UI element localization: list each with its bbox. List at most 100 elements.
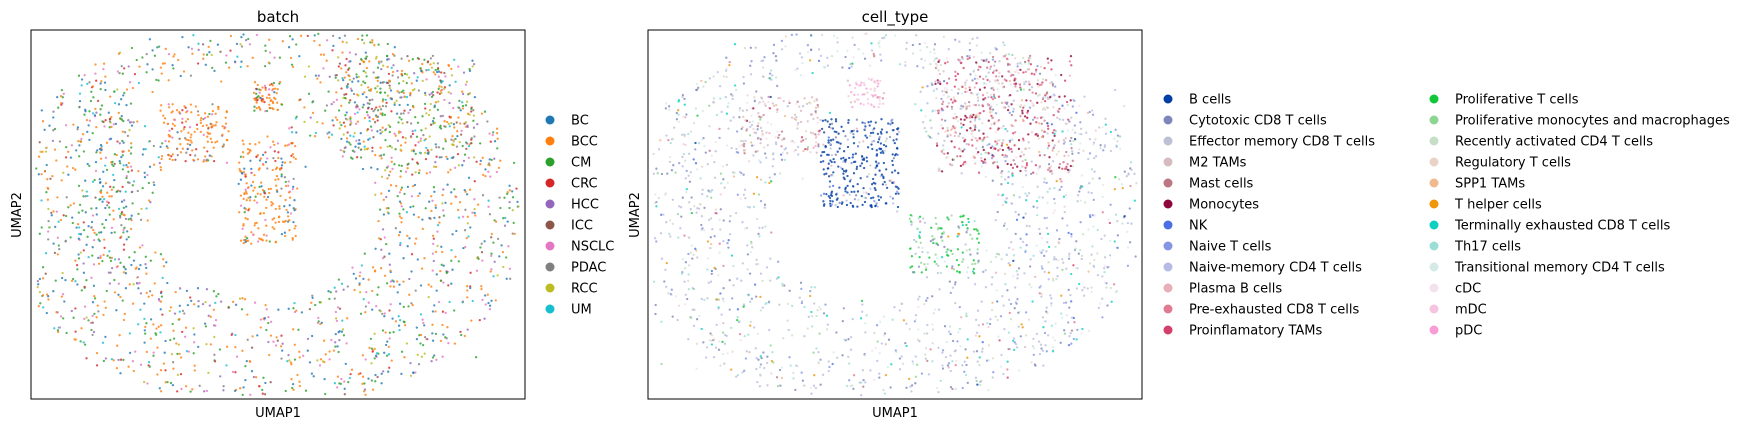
- batch-point: [454, 255, 457, 258]
- batch-point: [98, 231, 101, 234]
- cell-type-point: [816, 103, 819, 107]
- batch-point: [253, 173, 256, 177]
- cell-type-point: [873, 89, 876, 93]
- batch-point: [381, 329, 385, 332]
- cell-type-point: [1109, 130, 1113, 134]
- batch-point: [161, 62, 165, 65]
- batch-point: [338, 62, 342, 65]
- cell-type-point: [742, 115, 745, 119]
- cell-type-point: [660, 320, 663, 323]
- cell-type-point: [712, 96, 715, 100]
- cell-type-point: [1029, 63, 1033, 66]
- cell-type-point: [842, 169, 846, 173]
- cell-type-point: [1027, 192, 1031, 195]
- batch-point: [386, 211, 389, 214]
- batch-point: [280, 157, 283, 160]
- batch-point: [458, 140, 461, 144]
- cell-type-point: [814, 110, 817, 113]
- batch-point: [498, 196, 501, 199]
- batch-point: [426, 60, 430, 63]
- cell-type-point: [846, 145, 850, 149]
- batch-point: [151, 49, 154, 52]
- cell-type-point: [768, 77, 772, 80]
- cell-type-point: [816, 121, 819, 124]
- batch-point: [266, 157, 269, 160]
- cell-type-point: [859, 102, 862, 105]
- batch-point: [400, 186, 404, 189]
- batch-point: [353, 131, 356, 135]
- batch-point: [78, 99, 82, 103]
- cell-type-point: [998, 71, 1001, 75]
- cell-type-point: [759, 272, 763, 275]
- cell-type-point: [1071, 128, 1074, 132]
- batch-point: [103, 300, 106, 303]
- batch-point: [99, 87, 102, 91]
- batch-point: [304, 389, 308, 392]
- cell-type-point: [808, 294, 812, 298]
- batch-point: [361, 34, 364, 37]
- batch-point: [411, 130, 414, 133]
- cell-type-point: [1005, 79, 1008, 82]
- cell-type-point: [724, 95, 727, 99]
- batch-point: [105, 200, 109, 203]
- cell-type-point: [695, 82, 699, 86]
- cell-type-point: [797, 121, 800, 125]
- cell-type-point: [880, 342, 883, 345]
- batch-point: [255, 33, 259, 37]
- batch-point: [378, 105, 381, 108]
- batch-point: [407, 59, 411, 62]
- batch-point: [386, 58, 389, 61]
- batch-point: [128, 351, 132, 355]
- batch-point: [340, 67, 343, 70]
- batch-point: [343, 387, 346, 390]
- cell-type-point: [973, 118, 977, 121]
- batch-point: [121, 139, 124, 143]
- cell-type-point: [871, 140, 874, 143]
- batch-point: [112, 123, 116, 126]
- cell-type-point: [980, 138, 983, 141]
- batch-point: [464, 121, 468, 124]
- batch-point: [178, 352, 181, 356]
- cell-type-point: [763, 366, 766, 370]
- batch-point: [184, 385, 188, 388]
- cell-type-point: [761, 306, 764, 309]
- batch-point: [113, 153, 116, 156]
- batch-point: [229, 49, 232, 52]
- cell-type-point: [1084, 201, 1087, 204]
- cell-type-point: [1043, 66, 1046, 70]
- cell-type-point: [940, 97, 943, 101]
- batch-point: [74, 280, 77, 283]
- cell-type-point: [1025, 224, 1029, 228]
- batch-point: [367, 301, 370, 304]
- cell-type-point: [862, 140, 865, 143]
- cell-type-point: [960, 92, 964, 95]
- batch-point: [337, 350, 340, 354]
- batch-point: [409, 361, 412, 365]
- batch-point: [319, 322, 322, 326]
- batch-point: [124, 287, 128, 290]
- batch-point: [461, 144, 464, 148]
- cell-type-point: [764, 104, 767, 108]
- batch-point: [196, 110, 200, 113]
- cell-type-point: [924, 347, 928, 350]
- batch-point: [288, 127, 291, 130]
- cell-type-point: [804, 147, 807, 151]
- cell-type-point: [674, 295, 678, 298]
- cell-type-point: [871, 131, 875, 134]
- batch-point: [178, 304, 181, 307]
- batch-point: [277, 216, 281, 219]
- batch-point: [223, 127, 226, 130]
- batch-point: [127, 170, 130, 173]
- cell-type-point: [810, 286, 813, 289]
- batch-point: [258, 159, 262, 162]
- cell-type-point: [964, 83, 967, 87]
- batch-point: [386, 145, 389, 148]
- cell-type-point: [974, 137, 977, 140]
- batch-point: [62, 214, 65, 217]
- cell-type-point: [675, 111, 678, 115]
- batch-point: [268, 38, 271, 41]
- cell-type-point: [1035, 121, 1038, 124]
- cell-type-point: [911, 52, 915, 55]
- cell-type-point: [709, 339, 713, 342]
- batch-point: [409, 135, 413, 138]
